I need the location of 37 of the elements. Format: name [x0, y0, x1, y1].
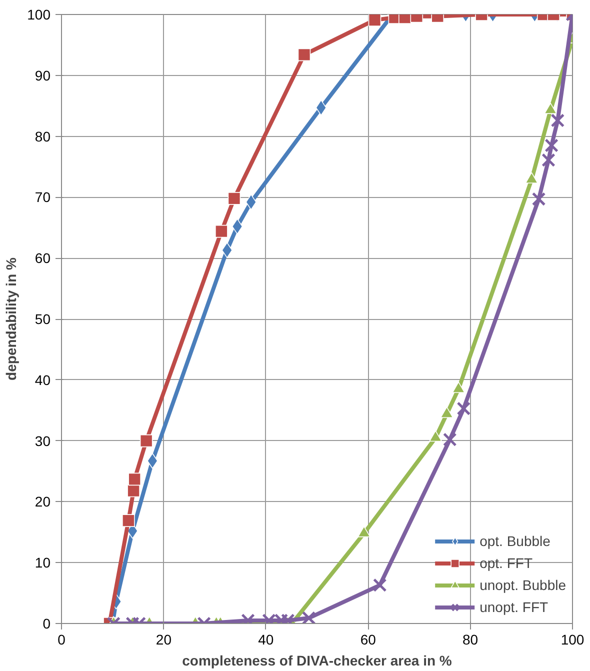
y-tick-label: 40 — [34, 372, 51, 388]
point — [452, 382, 465, 393]
x-tick-label: 80 — [462, 632, 478, 648]
y-tick-label: 90 — [34, 67, 51, 84]
point — [358, 526, 370, 538]
x-tick-label: 20 — [156, 632, 172, 648]
point — [232, 218, 243, 234]
point — [215, 224, 228, 238]
point — [228, 192, 241, 205]
legend-label: unopt. Bubble — [480, 577, 566, 593]
point — [368, 14, 382, 26]
point — [429, 430, 442, 442]
y-tick-label: 10 — [34, 554, 51, 571]
point — [542, 153, 556, 167]
y-tick-label: 100 — [27, 6, 51, 22]
point — [532, 192, 546, 206]
legend-label: opt. Bubble — [480, 533, 550, 549]
point — [440, 406, 454, 418]
y-tick-label: 80 — [34, 128, 51, 144]
x-tick-label: 100 — [560, 632, 584, 648]
y-tick-label: 20 — [34, 494, 51, 510]
y-tick-label: 60 — [34, 250, 51, 266]
legend-label: opt. FFT — [480, 555, 532, 571]
x-tick-label: 0 — [58, 632, 66, 648]
x-tick-label: 40 — [258, 632, 274, 648]
x-tick-label: 60 — [360, 632, 376, 648]
y-tick-label: 0 — [42, 616, 51, 632]
x-axis-title: completeness of DIVA-checker area in % — [182, 652, 452, 668]
y-tick-label: 30 — [34, 432, 51, 449]
y-axis-title: dependability in % — [3, 256, 20, 380]
point — [298, 48, 311, 62]
point — [550, 114, 565, 128]
point — [544, 138, 558, 152]
legend-label: unopt. FFT — [480, 599, 548, 615]
y-tick-label: 70 — [34, 189, 51, 206]
y-tick-label: 50 — [34, 311, 51, 327]
point — [456, 402, 471, 416]
